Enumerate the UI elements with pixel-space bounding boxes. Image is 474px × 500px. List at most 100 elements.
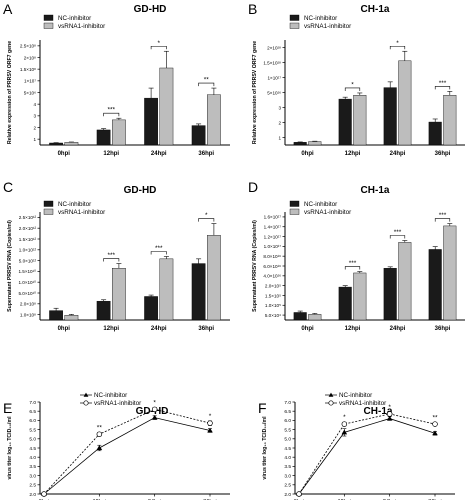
y-tick-label: 3 [33, 114, 36, 119]
y-tick-label: 6.0 [284, 418, 291, 424]
y-tick-label: 4.0×10¹⁶ [263, 274, 281, 279]
x-tick-label: 12hpi [103, 326, 119, 332]
significance-label: * [209, 413, 212, 420]
y-tick-label: 2 [278, 120, 281, 125]
y-tick-label: 2 [33, 125, 36, 130]
data-point-circle [296, 491, 302, 497]
significance-label: ** [432, 415, 438, 422]
y-tick-label: 4.0 [284, 455, 291, 461]
y-tick-label: 1 [278, 135, 281, 140]
y-tick-label: 1×10¹⁷ [267, 75, 281, 80]
bar [159, 67, 174, 146]
significance-label: ** [97, 424, 103, 431]
x-tick-label: 24hpi [151, 151, 167, 157]
y-tick-label: 1.0×10¹² [19, 248, 37, 253]
significance-bracket [103, 112, 120, 117]
y-tick-label: 3.5 [284, 464, 291, 470]
y-tick-label: 3.0 [29, 473, 36, 479]
legend-marker-triangle [83, 392, 89, 397]
legend-swatch [43, 208, 54, 215]
legend-marker-triangle [328, 392, 334, 397]
bar [144, 296, 158, 321]
y-tick-label: 1.2×10¹⁷ [264, 234, 282, 239]
legend-label: vsRNA1-inhibitor [304, 23, 351, 30]
x-tick-label: 24hpi [151, 326, 167, 332]
chart-title: CH-1a [364, 406, 393, 417]
bar [308, 141, 322, 146]
y-tick-label: 7.0 [29, 400, 36, 406]
significance-label: * [388, 404, 391, 411]
x-tick-label: 12hpi [103, 151, 119, 157]
y-tick-label: 4.5 [284, 446, 291, 452]
y-axis-label: Supernatant PRRSV RNA (Copies/ml) [252, 220, 258, 312]
data-point-circle [386, 411, 393, 417]
chart-title: CH-1a [361, 185, 390, 196]
data-point-triangle [151, 414, 158, 420]
legend-label: NC-inhibitor [304, 15, 337, 22]
y-tick-label: 5.0 [29, 437, 36, 443]
chart-title: CH-1a [361, 4, 390, 15]
bar [293, 142, 307, 146]
bar [49, 310, 63, 321]
legend-label: NC-inhibitor [304, 201, 337, 208]
bar [428, 121, 442, 146]
significance-label: *** [107, 107, 115, 114]
legend-label: vsRNA1-inhibitor [94, 400, 141, 407]
data-point-triangle [96, 445, 103, 450]
panel-letter: A [3, 1, 13, 17]
significance-label: * [153, 400, 156, 407]
x-tick-label: 12hpi [345, 151, 361, 157]
chart-title: GD-HD [134, 4, 167, 15]
y-tick-label: 8.0×10¹⁶ [263, 254, 281, 259]
legend-label: vsRNA1-inhibitor [304, 209, 351, 216]
data-point-circle [432, 421, 438, 427]
significance-label: ** [204, 77, 210, 84]
y-tick-label: 5×10¹⁶ [267, 90, 281, 95]
bar-chart-b: B CH-1a Relative expression of PRRSV ORF7 … [248, 1, 465, 157]
y-tick-label: 7.0 [284, 400, 291, 406]
legend-label: NC-inhibitor [94, 392, 127, 399]
y-tick-label: 2.0×10⁸ [20, 302, 36, 307]
data-point-circle [96, 431, 103, 437]
x-tick-label: 36hpi [198, 326, 214, 332]
bar [112, 119, 126, 146]
x-tick-label: 0hpi [301, 151, 314, 157]
bar [443, 95, 457, 146]
series-line [43, 408, 211, 495]
bar [159, 258, 174, 321]
x-tick-label: 36hpi [435, 151, 451, 157]
significance-label: *** [155, 245, 163, 252]
significance-bracket [103, 258, 120, 262]
data-point-circle [41, 491, 47, 497]
y-tick-label: 1.5×10¹⁰ [18, 269, 36, 274]
legend-swatch [43, 22, 54, 29]
significance-bracket [389, 45, 406, 50]
data-point-triangle [432, 430, 438, 436]
y-tick-label: 1.0×10⁸ [20, 312, 36, 317]
series-line [43, 417, 211, 495]
bar-chart-d: D CH-1a Supernatant PRRSV RNA (Copies/ml) 5… [248, 179, 465, 332]
significance-label: *** [349, 260, 357, 267]
y-tick-label: 2.0×10⁵ [265, 283, 281, 288]
y-axis-label: Relative expression of PRRSV ORF7 gene [252, 41, 258, 144]
data-point-triangle [207, 427, 213, 433]
line-chart-f: F CH-1a virus titer log₁₀ TCID₅₀/ml 2.0 2.5 3… [258, 392, 455, 500]
bar [338, 98, 352, 146]
bar [398, 242, 412, 321]
y-tick-label: 5.5 [284, 427, 291, 433]
legend-swatch [289, 208, 300, 215]
y-tick-label: 2.0 [284, 492, 291, 498]
bar [293, 312, 307, 321]
legend-marker-circle [328, 400, 334, 406]
legend-swatch [289, 200, 300, 207]
y-axis-label: Supernatant PRRSV RNA (Copies/ml) [7, 220, 13, 312]
significance-bracket [150, 251, 167, 255]
bar [308, 314, 322, 321]
y-tick-label: 1.5×10⁵ [265, 293, 281, 298]
x-tick-label: 24hpi [390, 326, 406, 332]
y-tick-label: 5.0×10⁴ [265, 313, 281, 318]
y-tick-label: 1.5×10¹² [19, 237, 37, 242]
legend-label: vsRNA1-inhibitor [58, 23, 105, 30]
panel-letter: D [248, 179, 258, 195]
y-tick-label: 3 [278, 105, 281, 110]
